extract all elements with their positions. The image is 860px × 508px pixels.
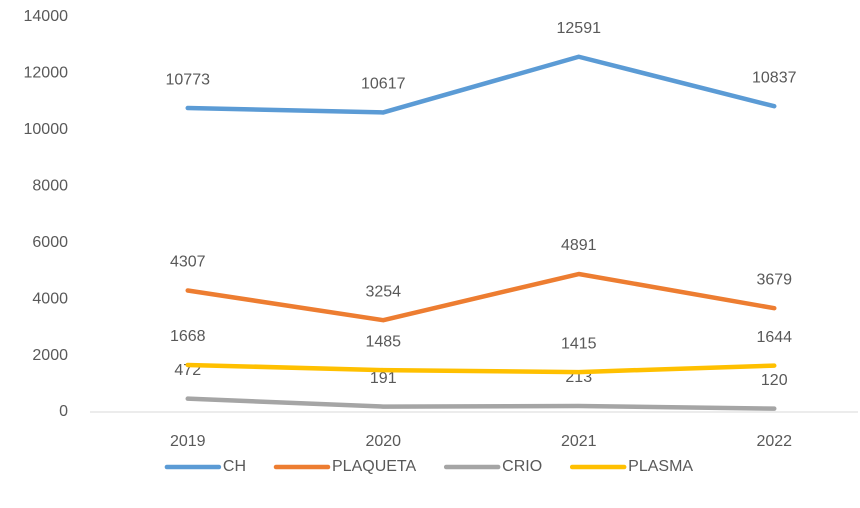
legend-label: PLAQUETA	[332, 458, 417, 475]
data-label: 10773	[166, 71, 211, 88]
y-tick-label: 14000	[24, 8, 69, 25]
legend-label: CH	[223, 458, 246, 475]
x-tick-label: 2020	[365, 433, 401, 450]
y-tick-label: 4000	[32, 290, 68, 307]
series-line	[185, 271, 777, 323]
data-label: 1644	[756, 329, 792, 346]
data-label: 1485	[365, 333, 401, 350]
series-line	[185, 396, 777, 411]
y-tick-label: 8000	[32, 178, 68, 195]
data-label: 12591	[557, 20, 602, 37]
y-tick-label: 10000	[24, 121, 69, 138]
data-label: 3254	[365, 283, 401, 300]
y-tick-label: 0	[59, 403, 68, 420]
y-tick-label: 12000	[24, 65, 69, 82]
data-label: 4891	[561, 237, 597, 254]
data-label: 10617	[361, 76, 406, 93]
data-label: 1668	[170, 328, 206, 345]
y-tick-label: 6000	[32, 234, 68, 251]
legend-label: CRIO	[502, 458, 542, 475]
data-label: 191	[370, 370, 397, 387]
data-label: 10837	[752, 69, 797, 86]
data-label: 3679	[756, 271, 792, 288]
x-tick-label: 2019	[170, 433, 206, 450]
data-label: 4307	[170, 254, 206, 271]
x-tick-label: 2021	[561, 433, 597, 450]
series-line	[185, 54, 777, 115]
series-line	[185, 362, 777, 375]
data-label: 1415	[561, 335, 597, 352]
y-tick-label: 2000	[32, 347, 68, 364]
x-tick-label: 2022	[756, 433, 792, 450]
data-label: 120	[761, 372, 788, 389]
legend-label: PLASMA	[628, 458, 693, 475]
